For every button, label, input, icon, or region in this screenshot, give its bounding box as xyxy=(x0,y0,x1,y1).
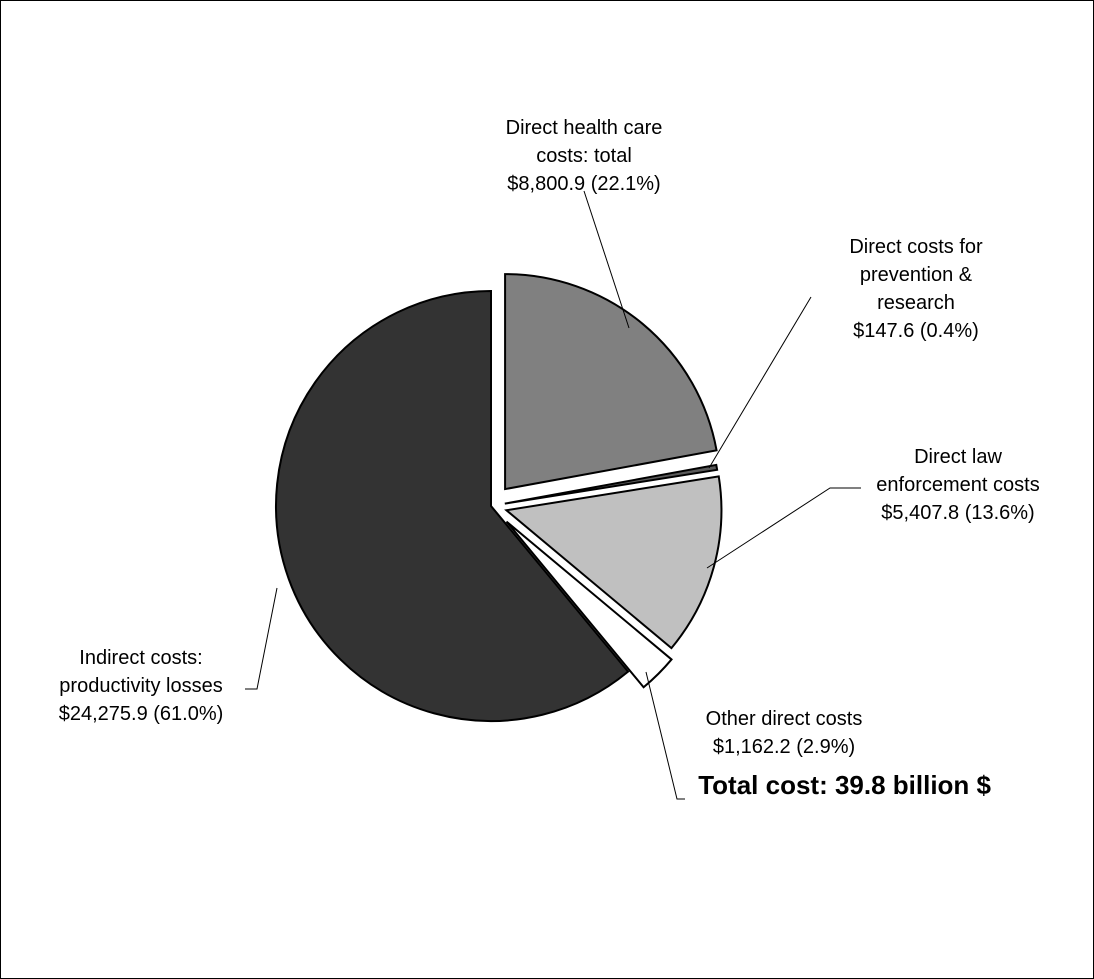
slice-label-line: Direct health care xyxy=(506,117,663,139)
leader-line xyxy=(583,190,630,329)
slice-labels: Direct health care costs: total $8,800.9 (… xyxy=(59,117,1040,758)
label-indirect-productivity: Indirect costs: productivity losses $24,27… xyxy=(59,647,224,725)
leader-lines xyxy=(245,190,861,800)
slice-label-line: Other direct costs xyxy=(706,708,863,730)
leader-line xyxy=(706,487,861,569)
leader-line xyxy=(245,587,278,690)
slice-label-line: Indirect costs: xyxy=(79,647,202,669)
slice-label-line: costs: total xyxy=(536,145,632,167)
slice-label-line: $24,275.9 (61.0%) xyxy=(59,703,224,725)
slice-indirect-productivity xyxy=(275,289,630,722)
label-prevention-research: Direct costs for prevention & research $147… xyxy=(849,236,983,342)
leader-line xyxy=(708,296,812,469)
slice-label-line: $1,162.2 (2.9%) xyxy=(713,736,855,758)
slice-label-line: $8,800.9 (22.1%) xyxy=(507,173,660,195)
slice-label-line: $147.6 (0.4%) xyxy=(853,320,979,342)
slice-prevention-research xyxy=(504,463,719,505)
slice-label-line: Direct costs for xyxy=(849,236,983,258)
slice-direct-health-care xyxy=(504,273,718,491)
label-other-direct: Other direct costs $1,162.2 (2.9%) xyxy=(706,708,863,758)
pie-slices xyxy=(275,273,723,722)
slice-label-line: enforcement costs xyxy=(876,474,1039,496)
slice-label-line: productivity losses xyxy=(59,675,222,697)
leader-line xyxy=(645,671,685,800)
label-law-enforcement: Direct law enforcement costs $5,407.8 (13.… xyxy=(876,446,1039,524)
label-direct-health-care: Direct health care costs: total $8,800.9 (… xyxy=(506,117,663,195)
slice-law-enforcement xyxy=(504,475,723,650)
slice-label-line: Direct law xyxy=(914,446,1002,468)
slice-label-line: research xyxy=(877,292,955,314)
slice-label-line: $5,407.8 (13.6%) xyxy=(881,502,1034,524)
total-cost-annotation: Total cost: 39.8 billion $ xyxy=(698,770,991,800)
slice-label-line: prevention & xyxy=(860,264,973,286)
slice-other-direct xyxy=(505,520,673,689)
